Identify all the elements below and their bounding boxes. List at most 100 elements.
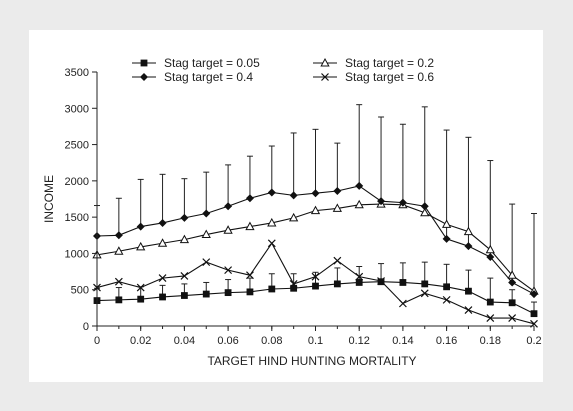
x-tick-label: 0.06 (217, 335, 238, 347)
x-mark-stroke (158, 274, 167, 283)
x-tick-label: 0.1 (308, 335, 323, 347)
series-1-point (399, 279, 407, 286)
x-mark-stroke (464, 306, 473, 314)
series-2-point (289, 212, 299, 222)
x-mark-stroke (420, 289, 429, 298)
series-4-point (267, 239, 276, 248)
series-1-point (443, 283, 450, 291)
x-tick-label: 0.2 (526, 335, 541, 347)
series-4-point (464, 306, 473, 314)
series-2-point (354, 199, 364, 209)
series-2-point (201, 229, 211, 239)
series-4-point (508, 314, 517, 322)
series-1-point (268, 285, 276, 293)
series-1-point (486, 298, 494, 306)
x-axis-title: TARGET HIND HUNTING MORTALITY (207, 354, 416, 368)
x-tick-label: 0.16 (436, 335, 457, 347)
y-axis-ticks: 0 500 1000 1500 2000 2500 3000 3500 (65, 67, 97, 333)
x-tick-label: 0.12 (348, 335, 369, 347)
series-4-point (246, 271, 254, 280)
series-2-point (223, 225, 233, 234)
y-tick-label: 0 (83, 321, 89, 333)
series-2-point (114, 246, 124, 255)
x-mark-stroke (355, 272, 364, 281)
series-2-point (267, 217, 277, 227)
series-1-point (530, 310, 538, 318)
legend-item: Stag target = 0.6 (313, 70, 434, 84)
legend-marker (320, 57, 330, 67)
series-4-point (486, 314, 495, 322)
series-2-point (179, 234, 190, 244)
series-3-point (136, 222, 145, 231)
series-4-point (136, 283, 145, 292)
series-2-point (507, 270, 517, 279)
series-3-point (508, 278, 517, 287)
legend-label: Stag target = 0.05 (164, 56, 260, 70)
series-3-point (158, 218, 167, 227)
x-mark-stroke (333, 256, 342, 265)
y-tick-label: 500 (71, 285, 89, 297)
x-axis-ticks: 0 0.02 0.04 0.06 0.08 0.1 0.12 0.14 0.16 0.18 0.2 (94, 326, 542, 347)
series-3-point (355, 181, 364, 190)
x-mark-stroke (267, 239, 276, 248)
series-1-point (246, 288, 254, 296)
chart-card: 0 500 1000 1500 2000 2500 3000 3500 0 0.02 0.04 0.… (29, 30, 543, 382)
series-4-point (442, 295, 451, 304)
error-bars (94, 104, 537, 314)
x-mark-stroke (321, 73, 329, 81)
series-2-point (245, 221, 255, 231)
series-1-point (355, 279, 363, 286)
x-mark-stroke (486, 314, 495, 322)
series-3-point (114, 231, 123, 240)
legend-label: Stag target = 0.6 (345, 70, 434, 84)
x-mark-stroke (180, 272, 189, 280)
series-4-point (180, 272, 189, 280)
x-mark-stroke (442, 295, 451, 304)
series-4-point (114, 277, 123, 286)
y-tick-label: 3500 (65, 67, 89, 79)
series-4-point (333, 256, 342, 265)
series-4-point (398, 299, 407, 308)
series-3-point (377, 197, 386, 206)
series-3-point (180, 213, 189, 222)
series-3-point (245, 194, 254, 203)
x-mark-stroke (398, 299, 407, 308)
line-chart: 0 500 1000 1500 2000 2500 3000 3500 0 0.02 0.04 0.… (42, 56, 542, 368)
x-tick-label: 0.18 (480, 335, 501, 347)
series-4-point (289, 279, 298, 288)
series-2-point (420, 207, 430, 217)
series-4-point (202, 258, 211, 267)
series-3-point (464, 242, 473, 251)
series-4-point (311, 272, 320, 281)
x-mark-stroke (246, 271, 254, 280)
series-4-point (158, 274, 167, 283)
legend-item: Stag target = 0.2 (313, 56, 434, 70)
series-3-point (530, 290, 538, 299)
series-1-point (202, 290, 210, 298)
x-mark-stroke (114, 277, 123, 286)
x-mark-stroke (377, 277, 385, 285)
series-1-point (181, 292, 188, 299)
x-tick-label: 0.02 (130, 335, 151, 347)
legend-label: Stag target = 0.4 (164, 70, 253, 84)
legend-marker (140, 59, 148, 67)
series-4-point (355, 272, 364, 281)
series-1-point (312, 282, 319, 290)
series-2-point (485, 244, 495, 254)
x-tick-label: 0 (94, 335, 100, 347)
series-2-point (463, 226, 474, 236)
series-3-point (486, 253, 495, 262)
legend-label: Stag target = 0.2 (345, 56, 434, 70)
x-mark-stroke (136, 283, 145, 292)
series-3-point (202, 209, 211, 218)
series-1-point (508, 299, 516, 307)
y-tick-label: 1000 (65, 248, 89, 260)
series-1-point (115, 296, 123, 304)
series-1-point (333, 280, 341, 288)
series-1-point (159, 293, 166, 301)
series-3-point (333, 187, 342, 196)
x-tick-label: 0.04 (174, 335, 195, 347)
series-1-point (137, 295, 145, 303)
y-axis-title: INCOME (42, 175, 56, 223)
series-2-point (310, 205, 321, 215)
